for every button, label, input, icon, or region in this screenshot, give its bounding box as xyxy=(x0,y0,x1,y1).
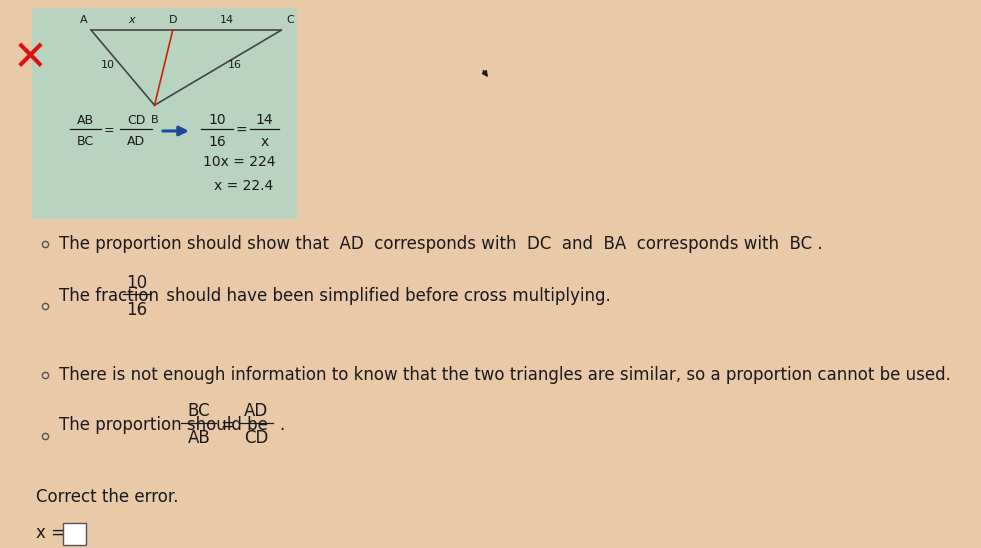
Text: =: = xyxy=(104,124,115,138)
Text: x =: x = xyxy=(35,524,70,541)
Text: D: D xyxy=(169,15,177,25)
Text: C: C xyxy=(286,15,293,25)
Text: =: = xyxy=(235,124,246,138)
Text: x: x xyxy=(129,15,135,25)
Text: =: = xyxy=(221,416,234,433)
Text: BC: BC xyxy=(77,135,94,149)
Text: There is not enough information to know that the two triangles are similar, so a: There is not enough information to know … xyxy=(60,367,952,384)
Text: CD: CD xyxy=(243,429,268,447)
Text: x: x xyxy=(261,135,269,150)
Text: 14: 14 xyxy=(220,15,234,25)
Text: 16: 16 xyxy=(228,60,241,70)
Text: CD: CD xyxy=(128,113,145,127)
Text: 10: 10 xyxy=(101,60,115,70)
Text: 16: 16 xyxy=(127,301,148,319)
Text: x = 22.4: x = 22.4 xyxy=(215,179,274,193)
Text: ✕: ✕ xyxy=(13,37,47,78)
Text: A: A xyxy=(80,15,88,25)
Text: .: . xyxy=(280,416,284,433)
Text: BC: BC xyxy=(187,402,210,420)
Text: Correct the error.: Correct the error. xyxy=(35,488,179,506)
Text: B: B xyxy=(151,115,158,125)
FancyBboxPatch shape xyxy=(31,8,297,219)
Text: AD: AD xyxy=(128,135,145,149)
Text: AB: AB xyxy=(77,113,94,127)
Text: AB: AB xyxy=(187,429,210,447)
Text: AD: AD xyxy=(244,402,268,420)
FancyBboxPatch shape xyxy=(63,523,86,545)
Text: The proportion should be: The proportion should be xyxy=(60,416,279,433)
Text: 10x = 224: 10x = 224 xyxy=(203,155,276,169)
Text: 10: 10 xyxy=(127,274,148,292)
Text: The proportion should show that  AD  corresponds with  DC  and  BA  corresponds : The proportion should show that AD corre… xyxy=(60,235,823,253)
Text: The fraction: The fraction xyxy=(60,288,170,305)
Text: 10: 10 xyxy=(208,112,226,127)
Text: 16: 16 xyxy=(208,135,226,150)
Text: should have been simplified before cross multiplying.: should have been simplified before cross… xyxy=(161,288,610,305)
Text: 14: 14 xyxy=(256,112,274,127)
